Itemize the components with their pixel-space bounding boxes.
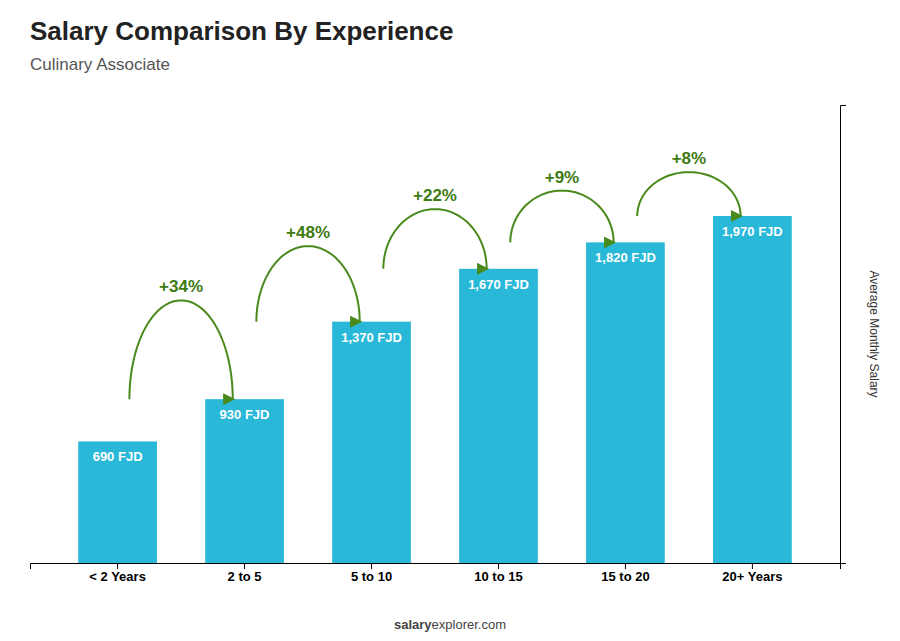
change-arc	[256, 246, 359, 322]
y-axis-line	[841, 106, 847, 564]
x-tick: 20+ Years	[722, 563, 782, 584]
bar	[713, 216, 792, 563]
x-tick: 2 to 5	[228, 563, 262, 584]
change-label: +48%	[286, 223, 330, 242]
change-arc	[129, 300, 232, 399]
value-label: 690 FJD	[93, 449, 143, 464]
x-tick: < 2 Years	[89, 563, 146, 584]
x-tick-mark	[625, 563, 626, 569]
value-label: 1,820 FJD	[595, 250, 656, 265]
value-label: 930 FJD	[220, 407, 270, 422]
x-tick-label: 15 to 20	[601, 569, 649, 584]
bar	[205, 399, 284, 563]
plot: < 2 Years 2 to 5 5 to 10 10 to 15 15 to 20 20…	[31, 106, 847, 585]
change-arc	[637, 172, 740, 216]
x-tick-label: 10 to 15	[474, 569, 522, 584]
bar	[78, 441, 157, 563]
x-axis: < 2 Years 2 to 5 5 to 10 10 to 15 15 to 20 20…	[31, 563, 841, 584]
x-tick-label: 20+ Years	[722, 569, 782, 584]
x-axis-line	[31, 564, 841, 570]
x-tick-mark	[117, 563, 118, 569]
bar	[586, 242, 665, 563]
x-tick: 15 to 20	[601, 563, 649, 584]
x-tick: 5 to 10	[351, 563, 392, 584]
title: Salary Comparison By Experience	[30, 16, 453, 46]
change-label: +9%	[545, 168, 580, 187]
change-arcs	[129, 172, 740, 399]
footer-part: salary	[394, 617, 432, 632]
x-tick-mark	[752, 563, 753, 569]
value-label: 1,370 FJD	[341, 330, 402, 345]
x-tick-mark	[498, 563, 499, 569]
chart: Salary Comparison By Experience Culinary …	[0, 0, 900, 641]
x-tick-mark	[244, 563, 245, 569]
change-label: +22%	[413, 186, 457, 205]
y-axis-label: Average Monthly Salary	[867, 270, 881, 397]
x-tick: 10 to 15	[474, 563, 522, 584]
bar	[332, 322, 411, 563]
labels: +34% +48% +22% +9% +8% 690 FJD 930 FJD 1,370 FJ…	[93, 149, 783, 464]
footer: salaryexplorer.com	[394, 617, 506, 632]
change-label: +34%	[159, 277, 203, 296]
bars	[78, 216, 792, 563]
subtitle: Culinary Associate	[30, 55, 170, 74]
value-label: 1,970 FJD	[722, 224, 783, 239]
x-tick-label: 5 to 10	[351, 569, 392, 584]
change-label: +8%	[672, 149, 707, 168]
x-tick-label: < 2 Years	[89, 569, 146, 584]
x-tick-label: 2 to 5	[228, 569, 262, 584]
change-arc	[510, 191, 613, 243]
change-arc	[383, 209, 486, 269]
y-axis	[841, 106, 847, 564]
footer-part: explorer.com	[432, 617, 506, 632]
value-label: 1,670 FJD	[468, 277, 529, 292]
x-tick-mark	[371, 563, 372, 569]
bar	[459, 269, 538, 563]
